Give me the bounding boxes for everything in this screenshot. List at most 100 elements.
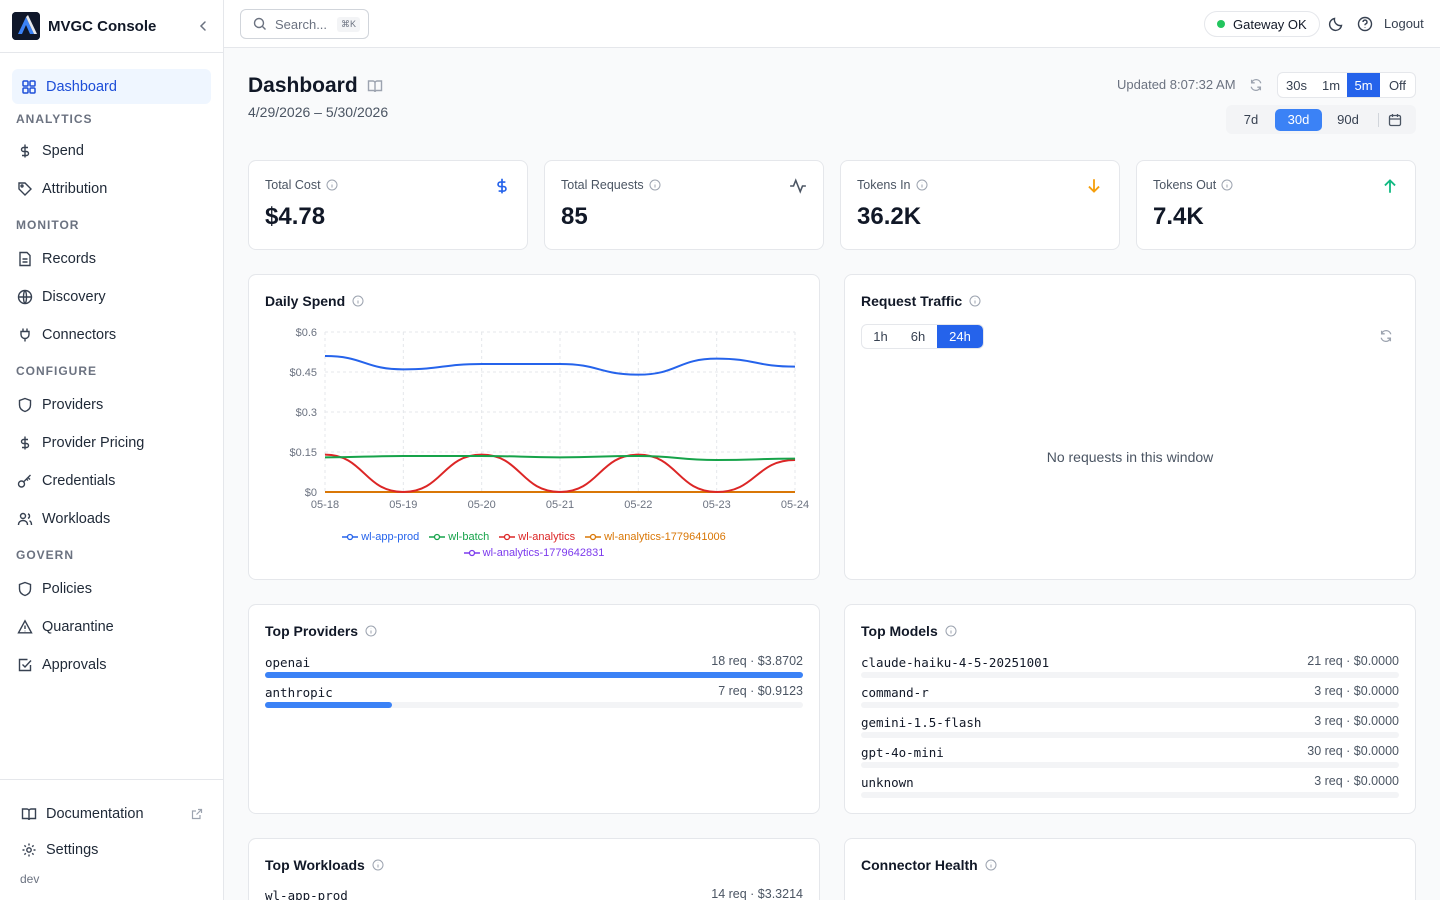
book-open-icon [20,805,38,823]
window-option-1h[interactable]: 1h [873,329,888,344]
kpi-label: Tokens In [857,178,928,192]
traffic-window-selector: 1h 6h 24h [861,324,984,349]
model-name: command-r [861,685,929,700]
list-item[interactable]: anthropic 7 req · $0.9123 [265,684,803,708]
sidebar-item-credentials[interactable]: Credentials [12,462,211,500]
info-icon[interactable] [365,625,377,637]
list-item[interactable]: unknown 3 req · $0.0000 [861,774,1399,798]
sidebar-item-dashboard[interactable]: Dashboard [12,69,211,104]
kpi-card-total-requests: Total Requests 85 [544,160,824,250]
info-icon[interactable] [1221,179,1233,191]
series-line-wl-analytics [324,453,796,494]
sidebar-item-policies[interactable]: Policies [12,570,211,608]
sidebar-item-provider-pricing[interactable]: Provider Pricing [12,424,211,462]
card-title: Connector Health [861,857,997,873]
gateway-status-badge: Gateway OK [1204,11,1320,37]
kpi-label: Tokens Out [1153,178,1233,192]
legend-item[interactable]: wl-app-prod [342,531,419,543]
info-icon[interactable] [985,859,997,871]
plug-icon [16,326,34,344]
list-item[interactable]: claude-haiku-4-5-20251001 21 req · $0.000… [861,654,1399,678]
shield-icon [16,396,34,414]
info-icon[interactable] [969,295,981,307]
refresh-icon[interactable] [1249,78,1263,92]
logout-button[interactable]: Logout [1384,16,1424,31]
sidebar-item-documentation[interactable]: Documentation [12,796,211,832]
sidebar-item-label: Quarantine [42,619,114,635]
globe-icon [16,288,34,306]
sidebar-item-label: Discovery [42,289,106,305]
refresh-option-1m[interactable]: 1m [1321,77,1341,93]
refresh-option-30s[interactable]: 30s [1286,77,1307,93]
check-square-icon [16,656,34,674]
workload-meta: 14 req · $3.3214 [711,887,803,900]
empty-state-message: No requests in this window [1046,449,1214,465]
refresh-icon[interactable] [1379,329,1393,343]
refresh-option-off[interactable]: Off [1388,77,1407,93]
dollar-icon [497,178,507,194]
kpi-value: 85 [561,203,588,230]
grid-icon [20,78,38,96]
chart-legend: wl-app-prod wl-batch wl-analytics wl-analyt… [249,531,819,559]
sidebar-item-approvals[interactable]: Approvals [12,646,211,684]
sidebar-item-providers[interactable]: Providers [12,386,211,424]
window-option-6h[interactable]: 6h [910,329,926,344]
sidebar: MVGC Console Dashboard ANALYTICS Spend A… [0,0,224,900]
list-item[interactable]: gemini-1.5-flash 3 req · $0.0000 [861,714,1399,738]
list-item[interactable]: wl-app-prod 14 req · $3.3214 [265,887,803,900]
bar-track [861,792,1399,798]
bar-track [265,702,803,708]
sidebar-item-quarantine[interactable]: Quarantine [12,608,211,646]
sidebar-item-spend[interactable]: Spend [12,132,211,170]
top-workloads-card: Top Workloads wl-app-prod 14 req · $3.32… [248,838,820,900]
series-line-wl-app-prod [324,355,796,376]
info-icon[interactable] [372,859,384,871]
sidebar-item-records[interactable]: Records [12,240,211,278]
x-tick-label: 05-24 [781,499,809,511]
sidebar-item-connectors[interactable]: Connectors [12,316,211,354]
sidebar-item-workloads[interactable]: Workloads [12,500,211,538]
model-name: gemini-1.5-flash [861,715,982,730]
sidebar-item-label: Approvals [42,657,107,673]
x-tick-label: 05-18 [311,499,339,511]
refresh-option-5m[interactable]: 5m [1347,73,1380,97]
info-icon[interactable] [916,179,928,191]
collapse-sidebar-icon[interactable] [195,18,211,34]
range-option-7d[interactable]: 7d [1243,112,1259,127]
legend-item[interactable]: wl-batch [429,531,489,543]
calendar-icon[interactable] [1388,113,1402,127]
list-item[interactable]: gpt-4o-mini 30 req · $0.0000 [861,744,1399,768]
help-icon[interactable] [1357,16,1373,32]
y-tick-label: $0 [305,487,317,499]
sidebar-item-settings[interactable]: Settings [12,832,211,868]
x-tick-label: 05-23 [703,499,731,511]
info-icon[interactable] [945,625,957,637]
book-open-icon[interactable] [367,78,383,94]
moon-icon[interactable] [1328,16,1344,32]
legend-item[interactable]: wl-analytics [499,531,575,543]
window-option-24h[interactable]: 24h [937,325,983,348]
card-title: Top Providers [265,623,377,639]
search-icon [253,17,266,30]
search-input[interactable]: Search... [275,16,328,32]
list-item[interactable]: openai 18 req · $3.8702 [265,654,803,678]
page-title: Dashboard [248,74,383,98]
external-link-icon [191,808,203,820]
sidebar-nav: Dashboard ANALYTICS Spend Attribution MO… [0,53,223,684]
sidebar-item-discovery[interactable]: Discovery [12,278,211,316]
info-icon[interactable] [352,295,364,307]
range-option-90d[interactable]: 90d [1337,112,1359,127]
range-option-30d[interactable]: 30d [1275,108,1322,131]
info-icon[interactable] [649,179,661,191]
x-tick-label: 05-20 [468,499,496,511]
sidebar-item-attribution[interactable]: Attribution [12,170,211,208]
search-box[interactable]: Search... ⌘K [240,9,369,39]
dollar-icon [16,142,34,160]
legend-item[interactable]: wl-analytics-1779642831 [463,547,604,559]
connector-health-card: Connector Health [844,838,1416,900]
list-item[interactable]: command-r 3 req · $0.0000 [861,684,1399,708]
legend-item[interactable]: wl-analytics-1779641006 [585,531,726,543]
info-icon[interactable] [326,179,338,191]
bar-track [861,672,1399,678]
sidebar-item-label: Providers [42,397,104,413]
